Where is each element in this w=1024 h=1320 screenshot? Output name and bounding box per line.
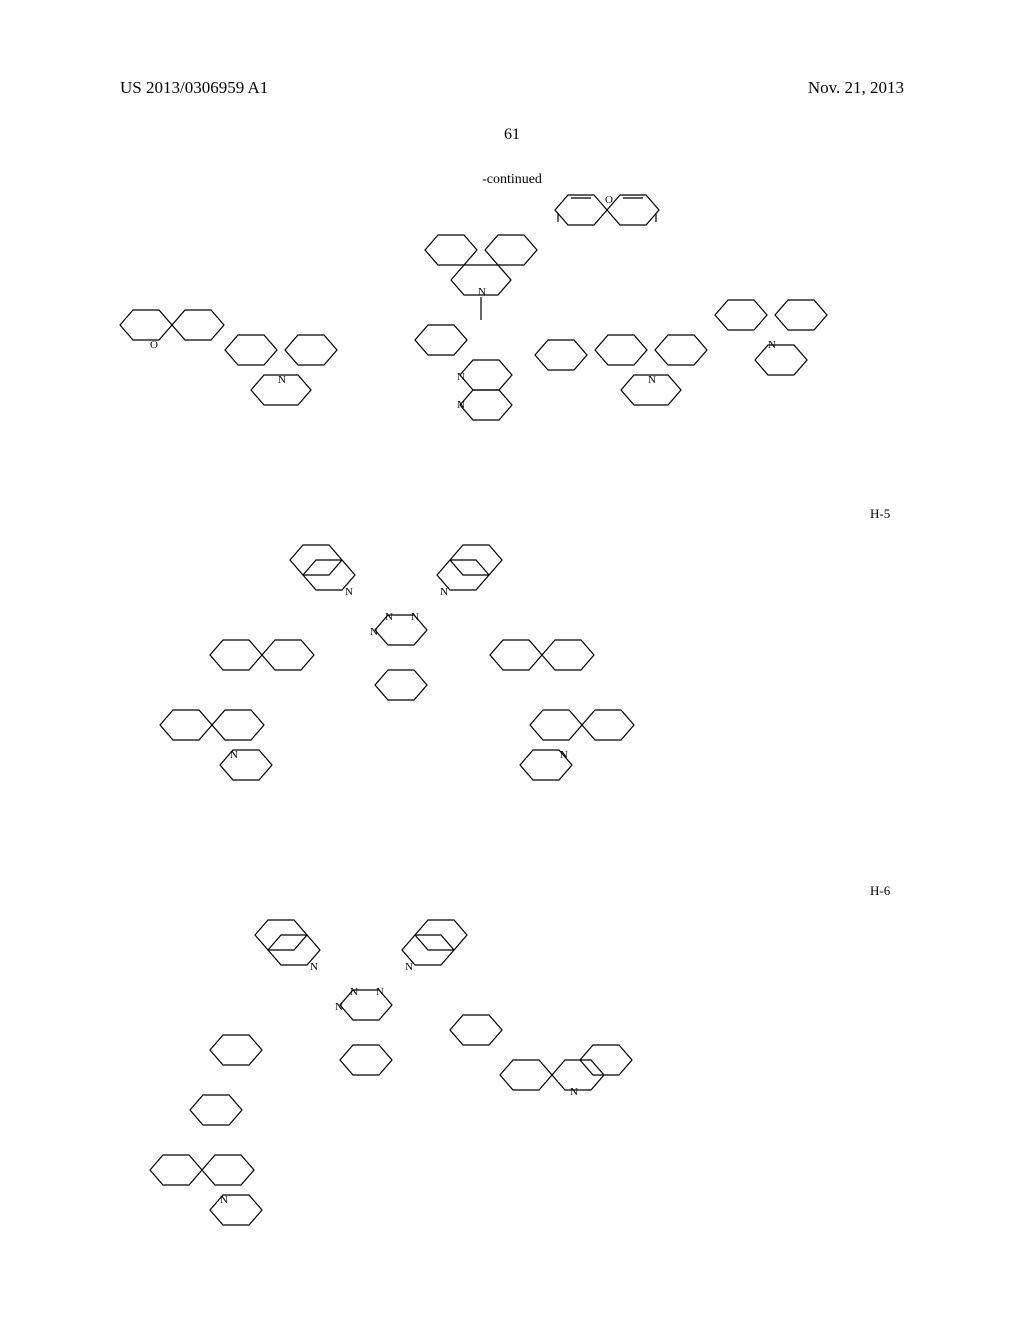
svg-text:N: N	[335, 1001, 343, 1013]
page-number: 61	[0, 126, 1024, 144]
svg-text:N: N	[310, 961, 318, 973]
structure-label-h5: H-5	[870, 506, 890, 522]
svg-text:N: N	[405, 961, 413, 973]
structure-label-h6: H-6	[870, 883, 890, 899]
svg-text:N: N	[370, 626, 378, 638]
svg-text:N: N	[385, 611, 393, 623]
patent-number: US 2013/0306959 A1	[120, 78, 268, 98]
chemical-structure-h5: N N N N N N	[140, 530, 670, 860]
svg-text:N: N	[457, 371, 465, 383]
svg-text:O: O	[605, 194, 613, 206]
svg-text:N: N	[457, 399, 465, 411]
svg-text:N: N	[278, 374, 286, 386]
svg-text:N: N	[220, 1194, 228, 1206]
publication-date: Nov. 21, 2013	[808, 78, 904, 98]
svg-text:N: N	[345, 586, 353, 598]
svg-text:N: N	[350, 986, 358, 998]
svg-text:N: N	[478, 286, 486, 298]
chemical-structure-1: O N O N	[115, 180, 845, 470]
svg-text:O: O	[150, 339, 158, 351]
svg-text:N: N	[570, 1086, 578, 1098]
page-header: US 2013/0306959 A1 Nov. 21, 2013	[0, 78, 1024, 98]
svg-text:N: N	[376, 986, 384, 998]
svg-text:N: N	[648, 374, 656, 386]
svg-text:N: N	[411, 611, 419, 623]
svg-text:N: N	[440, 586, 448, 598]
svg-text:N: N	[230, 749, 238, 761]
chemical-structure-h6: N N N N N N	[140, 905, 670, 1265]
